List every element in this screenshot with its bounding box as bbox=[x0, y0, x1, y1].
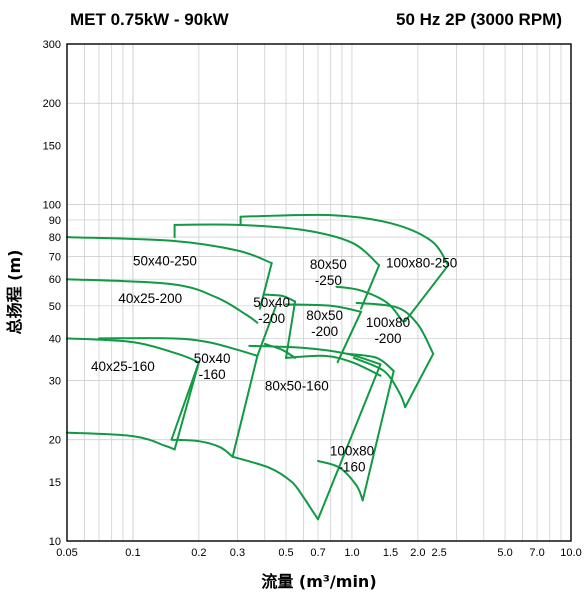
chart-subtitle: 50 Hz 2P (3000 RPM) bbox=[396, 10, 562, 29]
curve bbox=[239, 213, 450, 267]
x-tick-label: 10.0 bbox=[560, 547, 581, 559]
x-axis-title: 流量 (m³/min) bbox=[261, 572, 376, 591]
x-tick-label: 0.2 bbox=[191, 547, 206, 559]
region-label: 100x80 -160 bbox=[330, 443, 374, 474]
region-label-line: 80x50 bbox=[306, 308, 343, 323]
y-tick-label: 30 bbox=[49, 375, 61, 387]
y-tick-label: 40 bbox=[49, 333, 61, 345]
chart-grid bbox=[66, 43, 572, 542]
curve bbox=[404, 352, 435, 409]
curve bbox=[285, 303, 362, 313]
curve bbox=[66, 337, 200, 364]
region-label: 40x25-160 bbox=[91, 359, 155, 374]
curve bbox=[285, 300, 297, 359]
region-label-line: 50x40 bbox=[253, 295, 290, 310]
region-label-line: -160 bbox=[338, 459, 365, 474]
region-label-line: 40x25-160 bbox=[91, 359, 155, 374]
x-tick-label: 0.1 bbox=[125, 547, 140, 559]
x-tick-label: 0.05 bbox=[56, 547, 77, 559]
curve bbox=[360, 264, 381, 310]
curve bbox=[66, 236, 273, 265]
y-tick-label: 100 bbox=[43, 200, 61, 212]
y-tick-label: 80 bbox=[49, 232, 61, 244]
x-tick-label: 5.0 bbox=[497, 547, 512, 559]
curve bbox=[404, 264, 450, 323]
x-tick-label: 0.5 bbox=[278, 547, 293, 559]
x-tick-label: 0.3 bbox=[230, 547, 245, 559]
curve bbox=[256, 304, 277, 357]
curve bbox=[355, 301, 435, 355]
curve bbox=[170, 438, 234, 458]
curve bbox=[258, 262, 273, 310]
plot-frame bbox=[66, 43, 572, 542]
curve bbox=[98, 337, 259, 357]
curve bbox=[346, 352, 395, 372]
region-label: 100x80 -200 bbox=[366, 315, 410, 346]
y-tick-label: 300 bbox=[43, 39, 61, 51]
y-tick-label: 60 bbox=[49, 274, 61, 286]
curve bbox=[173, 223, 381, 267]
curve bbox=[66, 431, 176, 451]
region-label-line: -200 bbox=[258, 311, 285, 326]
y-tick-label: 50 bbox=[49, 301, 61, 313]
curve bbox=[317, 363, 382, 521]
region-label: 50x40-250 bbox=[133, 253, 197, 268]
y-tick-label: 20 bbox=[49, 435, 61, 447]
curve bbox=[263, 293, 297, 303]
y-tick-label: 90 bbox=[49, 215, 61, 227]
y-tick-label: 10 bbox=[49, 536, 61, 548]
x-tick-label: 1.5 bbox=[383, 547, 398, 559]
region-label-line: 40x25-200 bbox=[118, 291, 182, 306]
region-label: 50x40 -160 bbox=[194, 351, 231, 382]
curve bbox=[66, 278, 259, 324]
region-label-line: -160 bbox=[199, 367, 226, 382]
curve bbox=[317, 459, 364, 502]
x-tick-label: 2.0 bbox=[410, 547, 425, 559]
axis-ticks: 0.05 0.1 0.2 0.3 0.5 0.7 1.0 1.5 2.0 2.5 5.0 7.0 10.… bbox=[43, 39, 582, 559]
curve bbox=[170, 361, 200, 441]
curve bbox=[336, 310, 362, 364]
performance-curves bbox=[66, 213, 450, 521]
region-label: 40x25-200 bbox=[118, 291, 182, 306]
region-label: 80x50 -200 bbox=[306, 308, 343, 339]
curve bbox=[352, 356, 407, 409]
chart-title: MET 0.75kW - 90kW bbox=[70, 10, 229, 29]
region-label: 100x80-250 bbox=[386, 255, 457, 270]
region-label-line: 100x80-250 bbox=[386, 255, 457, 270]
region-label-line: 100x80 bbox=[366, 315, 410, 330]
region-label-line: 50x40 bbox=[194, 351, 231, 366]
y-tick-label: 15 bbox=[49, 477, 61, 489]
y-axis-title: 总扬程 (m) bbox=[5, 250, 24, 335]
x-tick-label: 7.0 bbox=[529, 547, 544, 559]
y-tick-label: 150 bbox=[43, 140, 61, 152]
region-label: 80x50-160 bbox=[265, 379, 329, 394]
region-label-line: 100x80 bbox=[330, 443, 374, 458]
region-label-line: -200 bbox=[374, 331, 401, 346]
curve bbox=[361, 370, 395, 502]
curve bbox=[335, 285, 404, 323]
x-tick-label: 1.0 bbox=[344, 547, 359, 559]
curve bbox=[231, 455, 319, 521]
region-label: 80x50 -250 bbox=[310, 257, 347, 288]
curve bbox=[173, 361, 200, 451]
region-label-line: 80x50 bbox=[310, 257, 347, 272]
curve bbox=[231, 354, 259, 458]
region-label-line: 50x40-250 bbox=[133, 253, 197, 268]
region-label: 50x40 -200 bbox=[253, 295, 290, 326]
region-label-line: -200 bbox=[311, 324, 338, 339]
y-tick-label: 70 bbox=[49, 252, 61, 264]
region-label-line: 80x50-160 bbox=[265, 379, 329, 394]
region-label-line: -250 bbox=[315, 273, 342, 288]
x-tick-label: 2.5 bbox=[431, 547, 446, 559]
y-tick-label: 200 bbox=[43, 98, 61, 110]
x-tick-label: 0.7 bbox=[310, 547, 325, 559]
curve bbox=[263, 343, 297, 359]
